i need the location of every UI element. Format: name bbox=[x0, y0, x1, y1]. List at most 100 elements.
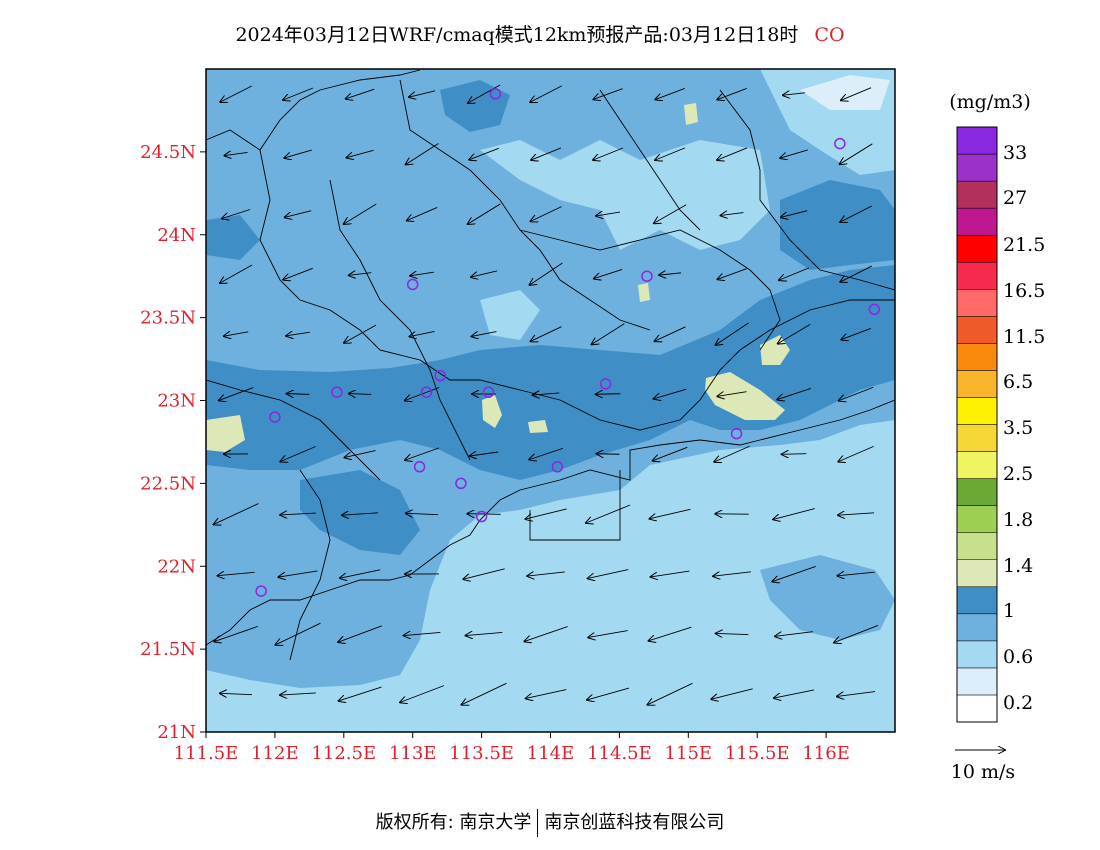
wind-reference-label: 10 m/s bbox=[951, 761, 1015, 783]
legend-label: 21.5 bbox=[1003, 234, 1045, 256]
station-marker bbox=[475, 510, 488, 523]
wind-arrow bbox=[280, 513, 316, 515]
station-marker bbox=[489, 88, 502, 100]
wind-arrow bbox=[525, 508, 567, 519]
legend-label: 16.5 bbox=[1003, 280, 1045, 302]
wind-arrow bbox=[587, 687, 630, 700]
wind-arrow bbox=[593, 88, 623, 100]
legend-label: 6.5 bbox=[1003, 371, 1033, 393]
contour-band-low-patch bbox=[480, 290, 540, 340]
wind-arrow bbox=[467, 514, 501, 515]
station-marker bbox=[641, 270, 653, 282]
wind-arrow bbox=[777, 388, 811, 399]
station-marker bbox=[834, 137, 846, 150]
wind-arrow bbox=[654, 204, 687, 224]
wind-arrow bbox=[286, 332, 310, 336]
wind-arrow bbox=[400, 685, 445, 703]
x-tick-label: 114E bbox=[527, 743, 575, 764]
legend-swatch bbox=[956, 559, 998, 588]
map-title: 2024年03月12日WRF/cmaq模式12km预报产品:03月12日18时 … bbox=[0, 20, 1080, 47]
wind-arrow bbox=[285, 210, 312, 218]
y-tick-label: 24.5N bbox=[140, 142, 196, 163]
legend-swatch bbox=[956, 640, 998, 669]
legend-swatch bbox=[956, 153, 998, 182]
wind-arrow bbox=[716, 322, 749, 345]
legend-swatch bbox=[956, 180, 998, 209]
wind-arrow bbox=[711, 688, 753, 699]
wind-arrow bbox=[586, 504, 631, 523]
wind-arrow bbox=[338, 625, 383, 642]
wind-arrow bbox=[409, 331, 435, 336]
contour-band-high-central bbox=[206, 265, 895, 480]
co-forecast-map: 111.5E 112E 112.5E 113E 113.5E 114E 114.5E 115E… bbox=[140, 68, 1045, 783]
y-tick-label: 21.5N bbox=[140, 639, 196, 660]
legend-label: 3.5 bbox=[1003, 417, 1033, 439]
wind-arrow bbox=[780, 149, 808, 158]
legend-colorbar bbox=[956, 126, 998, 723]
wind-arrow bbox=[714, 445, 750, 462]
wind-arrow bbox=[349, 394, 372, 395]
wind-arrow bbox=[340, 569, 381, 578]
wind-arrow bbox=[782, 454, 807, 455]
wind-arrow bbox=[526, 689, 567, 699]
wind-arrow bbox=[779, 267, 810, 280]
wind-arrow bbox=[406, 513, 439, 514]
wind-arrow bbox=[533, 393, 560, 395]
station-marker bbox=[551, 461, 564, 473]
contour-band-peak-1 bbox=[705, 372, 785, 420]
wind-arrow bbox=[410, 272, 434, 276]
legend-swatch bbox=[956, 397, 998, 425]
wind-arrow bbox=[284, 149, 312, 158]
legend-swatch bbox=[956, 451, 998, 479]
wind-arrow bbox=[346, 88, 375, 99]
legend-label: 1.4 bbox=[1003, 555, 1033, 577]
contour-band-peak-6 bbox=[638, 283, 650, 302]
wind-vectors bbox=[214, 84, 879, 705]
legend-swatch bbox=[956, 694, 998, 723]
wind-arrow bbox=[838, 445, 874, 461]
wind-arrow bbox=[588, 630, 628, 638]
wind-arrow bbox=[342, 513, 379, 515]
x-tick-label: 113E bbox=[389, 743, 437, 764]
wind-arrow bbox=[841, 87, 872, 101]
wind-arrow bbox=[405, 447, 440, 460]
wind-arrow bbox=[650, 508, 691, 518]
title-main: 2024年03月12日WRF/cmaq模式12km预报产品:03月12日18时 bbox=[235, 24, 799, 46]
wind-arrow bbox=[655, 88, 685, 99]
wind-arrow bbox=[283, 87, 314, 100]
wind-arrow bbox=[837, 572, 875, 576]
legend-label: 0.2 bbox=[1003, 692, 1033, 714]
axis-ticks: 111.5E 112E 112.5E 113E 113.5E 114E 114.5E 115E… bbox=[140, 142, 850, 764]
x-tick-label: 115E bbox=[665, 743, 713, 764]
legend-labels: 33 27 21.5 16.5 11.5 6.5 3.5 2.5 1.8 1.4 1 0.6 0.2 bbox=[1003, 142, 1045, 714]
wind-arrow bbox=[530, 262, 563, 285]
wind-arrow bbox=[530, 206, 562, 222]
legend-swatch bbox=[956, 370, 998, 398]
x-tick-label: 112.5E bbox=[311, 743, 376, 764]
legend-label: 0.6 bbox=[1003, 646, 1033, 668]
wind-arrow bbox=[772, 566, 816, 581]
y-tick-label: 21N bbox=[157, 722, 196, 743]
wind-arrow bbox=[593, 147, 624, 160]
wind-arrow bbox=[344, 324, 377, 343]
legend-swatch bbox=[956, 505, 998, 533]
contour-band-high-south bbox=[300, 470, 420, 555]
legend-swatch bbox=[956, 586, 998, 615]
legend-swatch bbox=[956, 234, 998, 263]
wind-arrow bbox=[588, 569, 629, 579]
wind-arrow bbox=[654, 388, 687, 399]
legend-swatch bbox=[956, 424, 998, 452]
legend-swatch bbox=[956, 478, 998, 506]
station-marker bbox=[331, 386, 343, 398]
legend-swatch bbox=[956, 289, 998, 317]
legend-swatch bbox=[956, 261, 998, 290]
x-tick-label: 113.5E bbox=[449, 743, 514, 764]
wind-arrow bbox=[594, 268, 623, 278]
wind-arrow bbox=[775, 631, 813, 637]
contour-band-peak-4 bbox=[206, 415, 245, 452]
wind-arrow bbox=[468, 84, 501, 103]
legend-swatch bbox=[956, 532, 998, 560]
contour-band-verylow-ne bbox=[800, 75, 890, 110]
wind-arrow bbox=[773, 508, 815, 520]
station-markers bbox=[255, 88, 881, 597]
